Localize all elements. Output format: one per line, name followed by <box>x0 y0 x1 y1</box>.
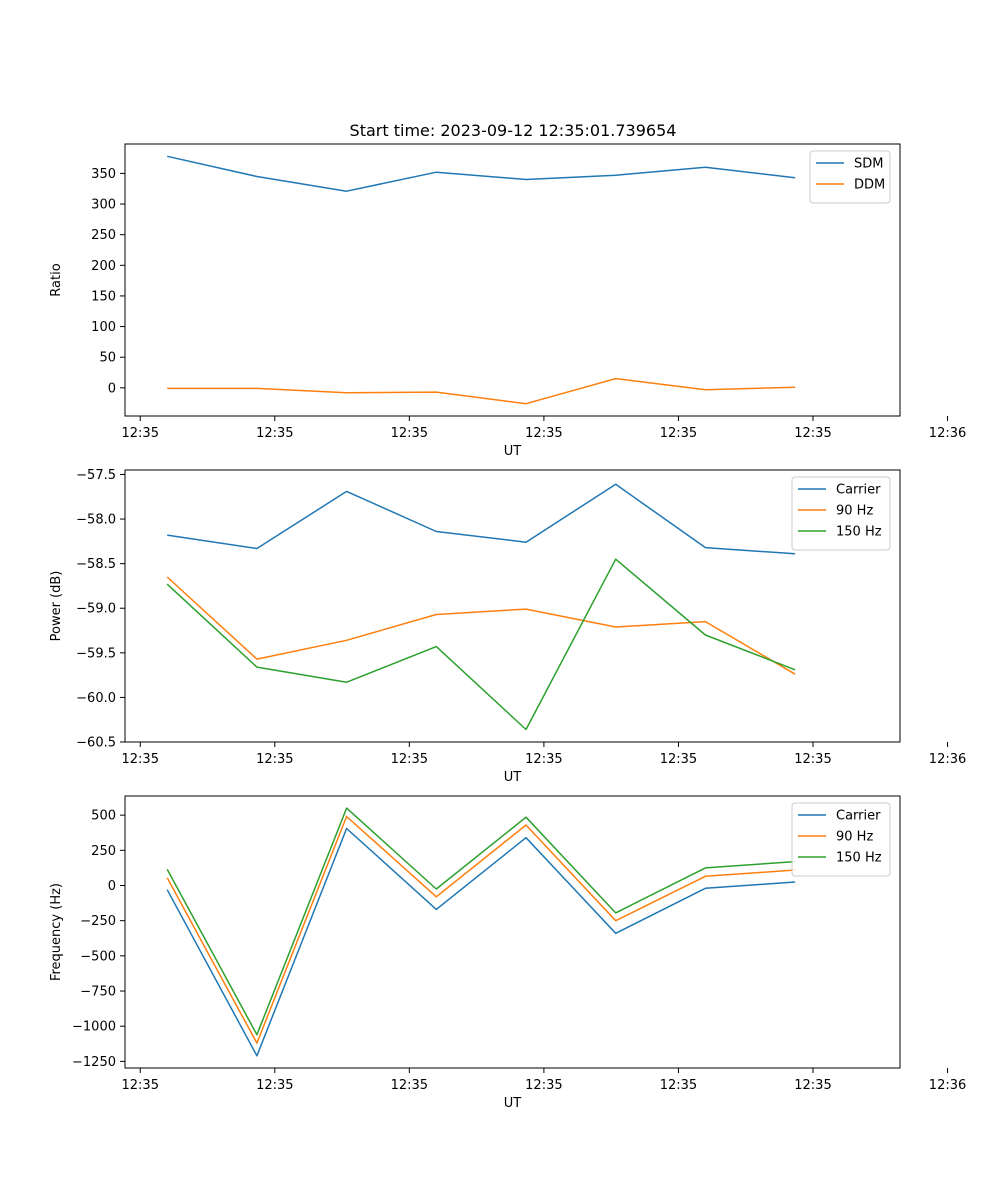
panels: 12:35 12:35 12:35 12:35 12:35 12:35 12:36 0 50 10… <box>49 143 966 1111</box>
y-tick-label: 500 <box>91 809 116 824</box>
x-axis-label: UT <box>504 444 522 459</box>
x-tick-label: 12:36 <box>929 752 966 767</box>
y-axis-label: Ratio <box>49 263 64 296</box>
x-tick-label: 12:36 <box>929 1078 966 1093</box>
series-line-150-hz <box>166 807 796 1036</box>
y-tick-label: 50 <box>99 351 116 366</box>
series-line-carrier <box>167 483 796 555</box>
x-tick-label: 12:35 <box>794 1078 831 1093</box>
y-tick-label: −59.5 <box>76 646 116 661</box>
chart-panel-2: 12:35 12:35 12:35 12:35 12:35 12:35 12:36 −60.5… <box>49 468 966 785</box>
series-line-90-hz <box>166 815 796 1044</box>
series-line-150-hz <box>166 558 796 731</box>
axes-frame <box>124 795 901 1069</box>
x-tick-label: 12:35 <box>525 1078 562 1093</box>
x-tick-label: 12:35 <box>256 426 293 441</box>
x-tick-label: 12:35 <box>391 1078 428 1093</box>
legend-label: Carrier <box>836 809 881 824</box>
legend-label: 150 Hz <box>836 525 882 540</box>
x-tick-label: 12:35 <box>122 426 159 441</box>
chart-panel-3: 12:35 12:35 12:35 12:35 12:35 12:35 12:36 −1250… <box>49 795 966 1111</box>
y-tick-label: 0 <box>108 879 116 894</box>
legend: SDM DDM <box>809 150 891 204</box>
chart-panel-1: 12:35 12:35 12:35 12:35 12:35 12:35 12:36 0 50 10… <box>49 143 966 459</box>
y-tick-label: 150 <box>91 289 116 304</box>
y-tick-label: −250 <box>80 914 116 929</box>
y-tick-label: −500 <box>80 949 116 964</box>
x-tick-label: 12:35 <box>256 752 293 767</box>
x-axis-label: UT <box>504 770 522 785</box>
y-tick-label: 100 <box>91 320 116 335</box>
y-tick-label: −60.5 <box>76 736 116 751</box>
axes-frame <box>124 143 901 417</box>
legend-label: 90 Hz <box>836 830 873 845</box>
x-tick-label: 12:35 <box>122 752 159 767</box>
series-line-carrier <box>166 827 796 1057</box>
y-tick-label: 250 <box>91 844 116 859</box>
x-tick-label: 12:35 <box>660 752 697 767</box>
legend: Carrier 90 Hz 150 Hz <box>791 802 891 877</box>
y-tick-label: 0 <box>108 381 116 396</box>
y-axis-label: Power (dB) <box>49 571 64 642</box>
figure-title: Start time: 2023-09-12 12:35:01.739654 <box>350 121 677 140</box>
y-tick-label: 300 <box>91 198 116 213</box>
x-tick-label: 12:35 <box>391 752 428 767</box>
x-tick-label: 12:35 <box>525 752 562 767</box>
legend-label: SDM <box>854 157 883 172</box>
y-tick-label: 200 <box>91 259 116 274</box>
legend-label: Carrier <box>836 483 881 498</box>
y-tick-label: −59.0 <box>76 602 116 617</box>
y-tick-label: −57.5 <box>76 468 116 483</box>
series-line-sdm <box>167 155 796 192</box>
x-tick-label: 12:35 <box>391 426 428 441</box>
legend-label: DDM <box>854 178 885 193</box>
x-tick-label: 12:35 <box>256 1078 293 1093</box>
legend-box <box>809 150 891 204</box>
x-tick-label: 12:36 <box>929 426 966 441</box>
x-tick-label: 12:35 <box>794 426 831 441</box>
y-tick-label: −1000 <box>72 1020 116 1035</box>
y-tick-label: −750 <box>80 985 116 1000</box>
legend-label: 150 Hz <box>836 851 882 866</box>
legend-label: 90 Hz <box>836 504 873 519</box>
y-tick-label: 250 <box>91 228 116 243</box>
y-tick-label: −60.0 <box>76 691 116 706</box>
y-tick-label: −58.5 <box>76 557 116 572</box>
x-tick-label: 12:35 <box>122 1078 159 1093</box>
x-tick-label: 12:35 <box>660 426 697 441</box>
legend: Carrier 90 Hz 150 Hz <box>791 476 891 551</box>
x-tick-label: 12:35 <box>794 752 831 767</box>
y-axis-label: Frequency (Hz) <box>49 883 64 981</box>
y-tick-label: −58.0 <box>76 513 116 528</box>
x-axis-label: UT <box>504 1096 522 1111</box>
y-tick-label: −1250 <box>72 1055 116 1070</box>
axes-frame <box>124 469 901 743</box>
x-tick-label: 12:35 <box>525 426 562 441</box>
x-tick-label: 12:35 <box>660 1078 697 1093</box>
series-line-ddm <box>167 377 796 405</box>
y-tick-label: 350 <box>91 167 116 182</box>
